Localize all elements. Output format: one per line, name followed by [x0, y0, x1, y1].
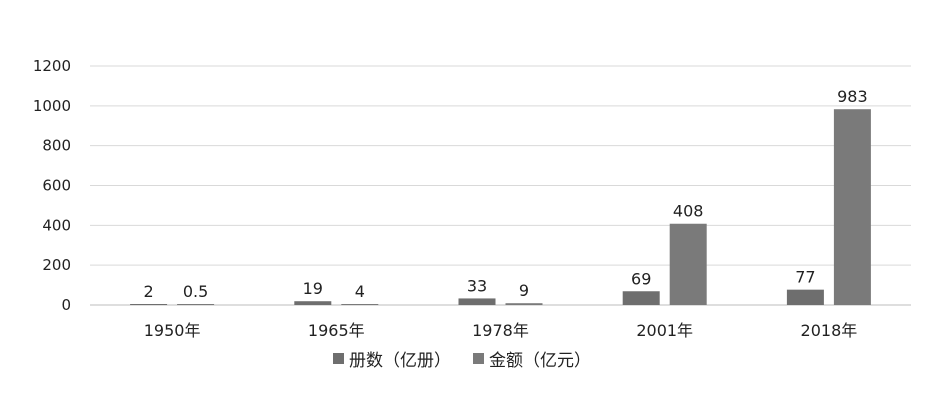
bar-volumes [622, 291, 660, 305]
y-axis-ticks: 0 200 400 600 800 1000 1200 [33, 57, 71, 314]
legend-swatch-volumes [333, 353, 344, 364]
data-label: 9 [519, 281, 529, 300]
x-tick-label: 1978年 [472, 321, 529, 340]
y-tick-label: 800 [42, 137, 71, 155]
data-label: 2 [144, 282, 154, 301]
x-tick-label: 2001年 [636, 321, 693, 340]
y-tick-label: 1000 [33, 97, 71, 115]
data-labels: 2 0.5 19 4 33 9 69 408 77 983 [144, 87, 868, 301]
bar-volumes [130, 304, 168, 305]
bars [130, 109, 871, 305]
y-tick-label: 1200 [33, 57, 71, 75]
bar-volumes [786, 289, 824, 305]
bar-amount [341, 304, 379, 305]
data-label: 19 [303, 279, 323, 298]
data-label: 69 [631, 269, 651, 288]
data-label: 33 [467, 276, 487, 295]
data-label: 0.5 [183, 282, 208, 301]
bar-volumes [458, 298, 496, 305]
legend: 册数（亿册） 金额（亿元） [333, 346, 613, 371]
y-tick-label: 400 [42, 216, 71, 234]
data-label: 4 [355, 282, 365, 301]
legend-label-volumes: 册数（亿册） [349, 351, 451, 371]
bar-amount [833, 109, 871, 305]
bar-amount [177, 304, 215, 305]
legend-item-amount: 金额（亿元） [473, 346, 591, 371]
y-tick-label: 0 [61, 296, 71, 314]
y-tick-label: 200 [42, 256, 71, 274]
legend-item-volumes: 册数（亿册） [333, 346, 451, 371]
gridlines [90, 65, 911, 306]
data-label: 983 [837, 87, 868, 106]
bar-amount [669, 223, 707, 305]
x-tick-label: 1950年 [144, 321, 201, 340]
bar-amount [505, 303, 543, 305]
data-label: 408 [673, 202, 704, 221]
x-tick-label: 1965年 [308, 321, 365, 340]
x-tick-label: 2018年 [801, 321, 858, 340]
bar-volumes [294, 301, 332, 305]
legend-label-amount: 金额（亿元） [489, 351, 591, 371]
data-label: 77 [795, 268, 815, 287]
y-tick-label: 600 [42, 177, 71, 195]
x-axis-ticks: 1950年 1965年 1978年 2001年 2018年 [144, 321, 858, 340]
legend-swatch-amount [473, 353, 484, 364]
